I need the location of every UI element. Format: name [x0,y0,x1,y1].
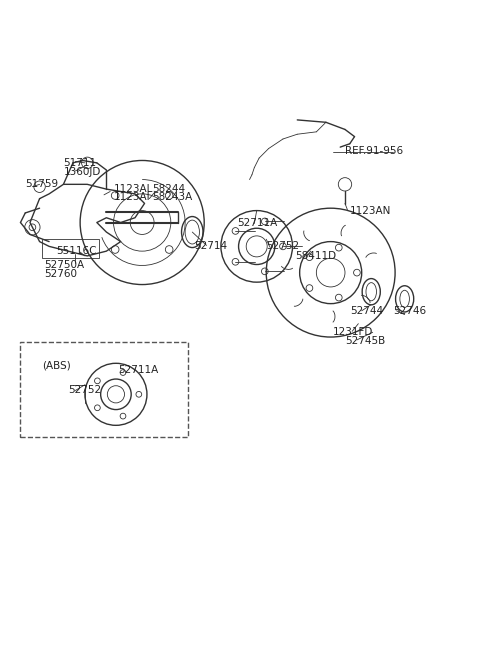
Text: REF.91-956: REF.91-956 [345,146,403,156]
Text: 52746: 52746 [393,306,426,316]
Text: 51711: 51711 [63,158,96,168]
Text: 52745B: 52745B [345,336,385,346]
Text: 52760: 52760 [44,269,77,278]
Text: 52750A: 52750A [44,261,84,271]
Text: 58244: 58244 [152,184,185,194]
Text: 1123AN: 1123AN [350,206,391,215]
Text: (ABS): (ABS) [42,361,71,371]
Text: 58411D: 58411D [295,251,336,261]
Text: 52711A: 52711A [118,365,158,375]
Text: 1123AI: 1123AI [114,192,150,202]
Text: 52744: 52744 [350,306,383,316]
Text: 52711A: 52711A [238,217,278,227]
Text: 1360JD: 1360JD [63,168,101,178]
Text: 52752: 52752 [68,386,101,396]
Bar [42,239,99,258]
Text: 1231FD: 1231FD [333,328,373,337]
Text: 52752: 52752 [266,242,300,252]
Text: 55116C: 55116C [56,246,97,256]
Text: 52714: 52714 [195,242,228,252]
Text: 58243A: 58243A [152,192,192,202]
Text: 1123AL: 1123AL [114,184,153,194]
Text: 51759: 51759 [25,179,59,189]
